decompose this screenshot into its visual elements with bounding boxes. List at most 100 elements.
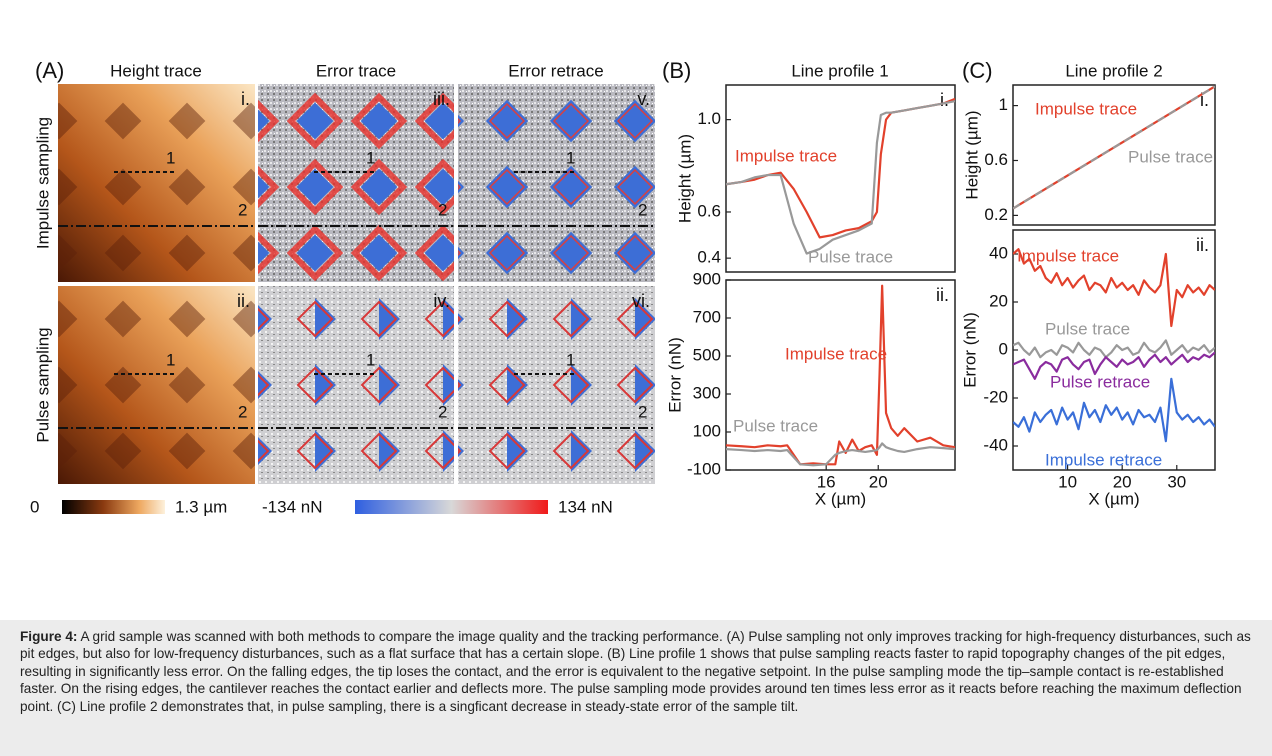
series-line	[726, 442, 955, 467]
x-tick-label: 30	[1167, 472, 1186, 491]
profile-mark: 1	[566, 148, 575, 167]
profile-mark: 1	[566, 350, 575, 369]
afm-image-pits	[258, 286, 454, 484]
afm-image-pits	[458, 286, 655, 484]
colorbar	[355, 500, 548, 514]
plot-frame	[1012, 84, 1216, 226]
image-label: i.	[241, 89, 250, 109]
profile-mark: 2	[238, 200, 247, 219]
y-tick-label: 1.0	[697, 109, 721, 128]
profile-mark: 2	[438, 402, 447, 421]
figure: (A) (B) (C) Height trace Error trace Error re…	[30, 58, 1216, 516]
panel-letter: (A)	[35, 58, 64, 83]
caption-text: A grid sample was scanned with both meth…	[20, 629, 1251, 714]
colorbar	[62, 500, 165, 514]
x-axis-label: X (µm)	[815, 489, 866, 508]
subplot-label: ii.	[1196, 235, 1209, 255]
series-label: Pulse trace	[1128, 147, 1213, 166]
row-title: Pulse sampling	[33, 327, 52, 442]
y-tick-label: 0	[999, 339, 1008, 358]
y-tick-label: 700	[693, 307, 721, 326]
y-axis-label: Height (µm)	[675, 134, 694, 223]
image-label: vi.	[632, 291, 650, 311]
series-label: Impulse trace	[1017, 246, 1119, 265]
image-label: ii.	[237, 291, 250, 311]
column-title: Error retrace	[508, 61, 603, 80]
y-tick-label: -100	[687, 459, 721, 478]
x-axis-label: X (µm)	[1088, 489, 1139, 508]
plot-frame	[725, 84, 956, 273]
y-tick-label: 1	[999, 95, 1008, 114]
y-tick-label: 0.2	[984, 205, 1008, 224]
x-tick-label: 10	[1058, 472, 1077, 491]
profile-mark: 2	[638, 200, 647, 219]
y-tick-label: -40	[983, 435, 1008, 454]
series-label: Impulse trace	[735, 146, 837, 165]
panel-letter: (B)	[662, 58, 691, 83]
colorbar-max: 1.3 µm	[175, 497, 227, 516]
series-line	[1013, 248, 1215, 328]
series-label: Pulse retrace	[1050, 372, 1150, 391]
afm-image-pits	[458, 84, 655, 282]
profile-mark: 2	[438, 200, 447, 219]
series-line	[1013, 339, 1215, 359]
afm-image-pits	[58, 84, 255, 282]
y-tick-label: 300	[693, 383, 721, 402]
subplot-label: i.	[940, 90, 949, 110]
profile-mark: 2	[638, 402, 647, 421]
afm-image-pits	[258, 84, 454, 282]
series-label: Impulse retrace	[1045, 450, 1162, 469]
subplot-label: ii.	[936, 285, 949, 305]
x-tick-label: 20	[869, 472, 888, 491]
series-line	[1013, 377, 1215, 443]
afm-image-pits	[58, 286, 255, 484]
profile-mark: 2	[238, 402, 247, 421]
y-tick-label: 500	[693, 345, 721, 364]
y-axis-label: Error (nN)	[960, 312, 979, 388]
row-title: Impulse sampling	[33, 117, 52, 249]
plot-frame	[725, 279, 956, 471]
colorbar-min: 0	[30, 497, 39, 516]
x-tick-label: 16	[817, 472, 836, 491]
series-line	[1013, 351, 1215, 380]
profile-mark: 1	[166, 148, 175, 167]
image-label: iv.	[433, 291, 450, 311]
y-axis-label: Error (nN)	[665, 337, 684, 413]
image-grid	[58, 84, 655, 484]
colorbar-max: 134 nN	[558, 497, 613, 516]
series-label: Pulse trace	[808, 247, 893, 266]
profile-mark: 1	[366, 350, 375, 369]
y-tick-label: -20	[983, 387, 1008, 406]
image-label: iii.	[433, 89, 450, 109]
image-label: v.	[637, 89, 650, 109]
column-title: Error trace	[316, 61, 396, 80]
series-label: Pulse trace	[1045, 319, 1130, 338]
series-line	[726, 284, 955, 466]
series-label: Impulse trace	[785, 344, 887, 363]
series-line	[726, 97, 955, 239]
x-tick-label: 20	[1113, 472, 1132, 491]
y-tick-label: 40	[989, 243, 1008, 262]
colorbar-min: -134 nN	[262, 497, 322, 516]
series-label: Pulse trace	[733, 416, 818, 435]
series-label: Impulse trace	[1035, 99, 1137, 118]
column-title: Height trace	[110, 61, 202, 80]
y-axis-label: Height (µm)	[962, 110, 981, 199]
series-line	[1013, 85, 1215, 210]
subplot-label: i.	[1200, 90, 1209, 110]
caption: Figure 4: A grid sample was scanned with…	[0, 620, 1272, 756]
chart-title: Line profile 1	[791, 61, 888, 80]
y-tick-label: 0.6	[697, 201, 721, 220]
y-tick-label: 100	[693, 421, 721, 440]
profile-mark: 1	[166, 350, 175, 369]
y-tick-label: 0.6	[984, 150, 1008, 169]
series-line	[726, 100, 955, 255]
y-tick-label: 0.4	[697, 248, 721, 267]
caption-label: Figure 4:	[20, 629, 78, 644]
chart-title: Line profile 2	[1065, 61, 1162, 80]
y-tick-label: 900	[693, 269, 721, 288]
y-tick-label: 20	[989, 291, 1008, 310]
panel-letter: (C)	[962, 58, 993, 83]
profile-mark: 1	[366, 148, 375, 167]
